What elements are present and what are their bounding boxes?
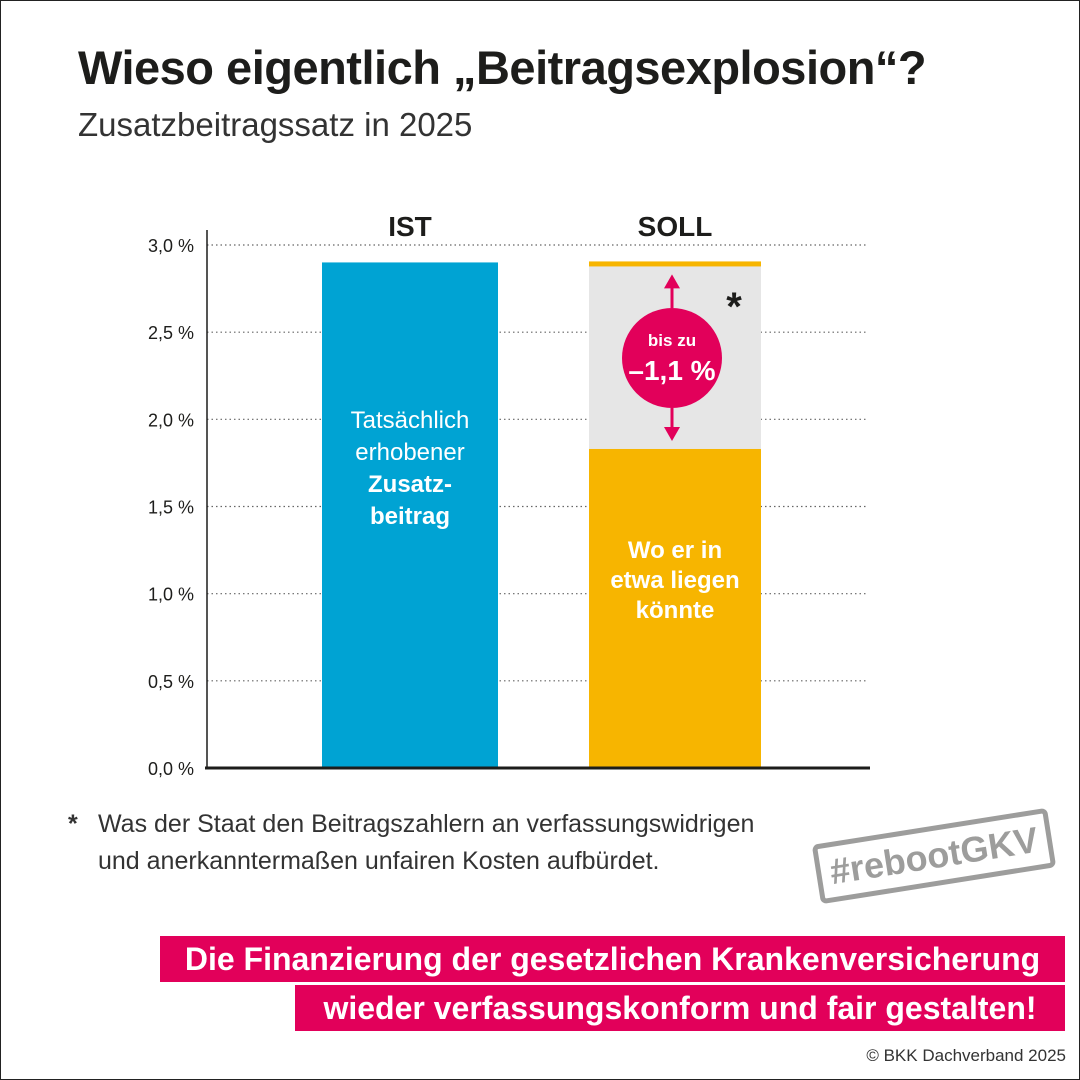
bar-label-ist-4: beitrag [370, 503, 450, 530]
y-tick-labels: 0,0 % 0,5 % 1,0 % 1,5 % 2,0 % 2,5 % 3,0 % [148, 236, 194, 779]
footnote-line-1: * Was der Staat den Beitragszahlern an ve… [68, 806, 754, 843]
y-tick-label: 0,0 % [148, 759, 194, 779]
copyright: © BKK Dachverband 2025 [866, 1046, 1066, 1066]
footnote: * Was der Staat den Beitragszahlern an ve… [68, 806, 754, 880]
footnote-text-1: Was der Staat den Beitragszahlern an ver… [98, 810, 754, 838]
y-tick-label: 0,5 % [148, 672, 194, 692]
gridlines [207, 245, 868, 681]
annotation-marker: * [726, 285, 742, 329]
footnote-marker: * [68, 806, 98, 843]
bar-label-soll-3: könnte [636, 597, 715, 624]
category-label-soll: SOLL [638, 211, 713, 242]
bar-chart: 0,0 % 0,5 % 1,0 % 1,5 % 2,0 % 2,5 % 3,0 % IST S… [0, 0, 1080, 800]
bar-label-soll-2: etwa liegen [610, 567, 739, 594]
y-tick-label: 1,5 % [148, 498, 194, 518]
bar-label-ist-2: erhobener [355, 439, 464, 466]
category-label-ist: IST [388, 211, 432, 242]
bar-label-ist-1: Tatsächlich [351, 407, 470, 434]
category-labels: IST SOLL [388, 211, 712, 242]
bar-soll-top-marker [589, 261, 761, 266]
y-tick-label: 2,0 % [148, 410, 194, 430]
banner-line-1: Die Finanzierung der gesetzlichen Kranke… [160, 936, 1065, 982]
banner-line-2: wieder verfassungskonform und fair gesta… [295, 985, 1065, 1031]
y-tick-label: 3,0 % [148, 236, 194, 256]
annotation-line-1: bis zu [648, 331, 696, 350]
bar-label-soll-1: Wo er in [628, 537, 722, 564]
bar-label-ist-3: Zusatz- [368, 471, 452, 498]
y-tick-label: 1,0 % [148, 585, 194, 605]
footnote-text-2: und anerkanntermaßen unfairen Kosten auf… [68, 843, 754, 880]
annotation-line-2: –1,1 % [628, 355, 715, 386]
y-tick-label: 2,5 % [148, 323, 194, 343]
